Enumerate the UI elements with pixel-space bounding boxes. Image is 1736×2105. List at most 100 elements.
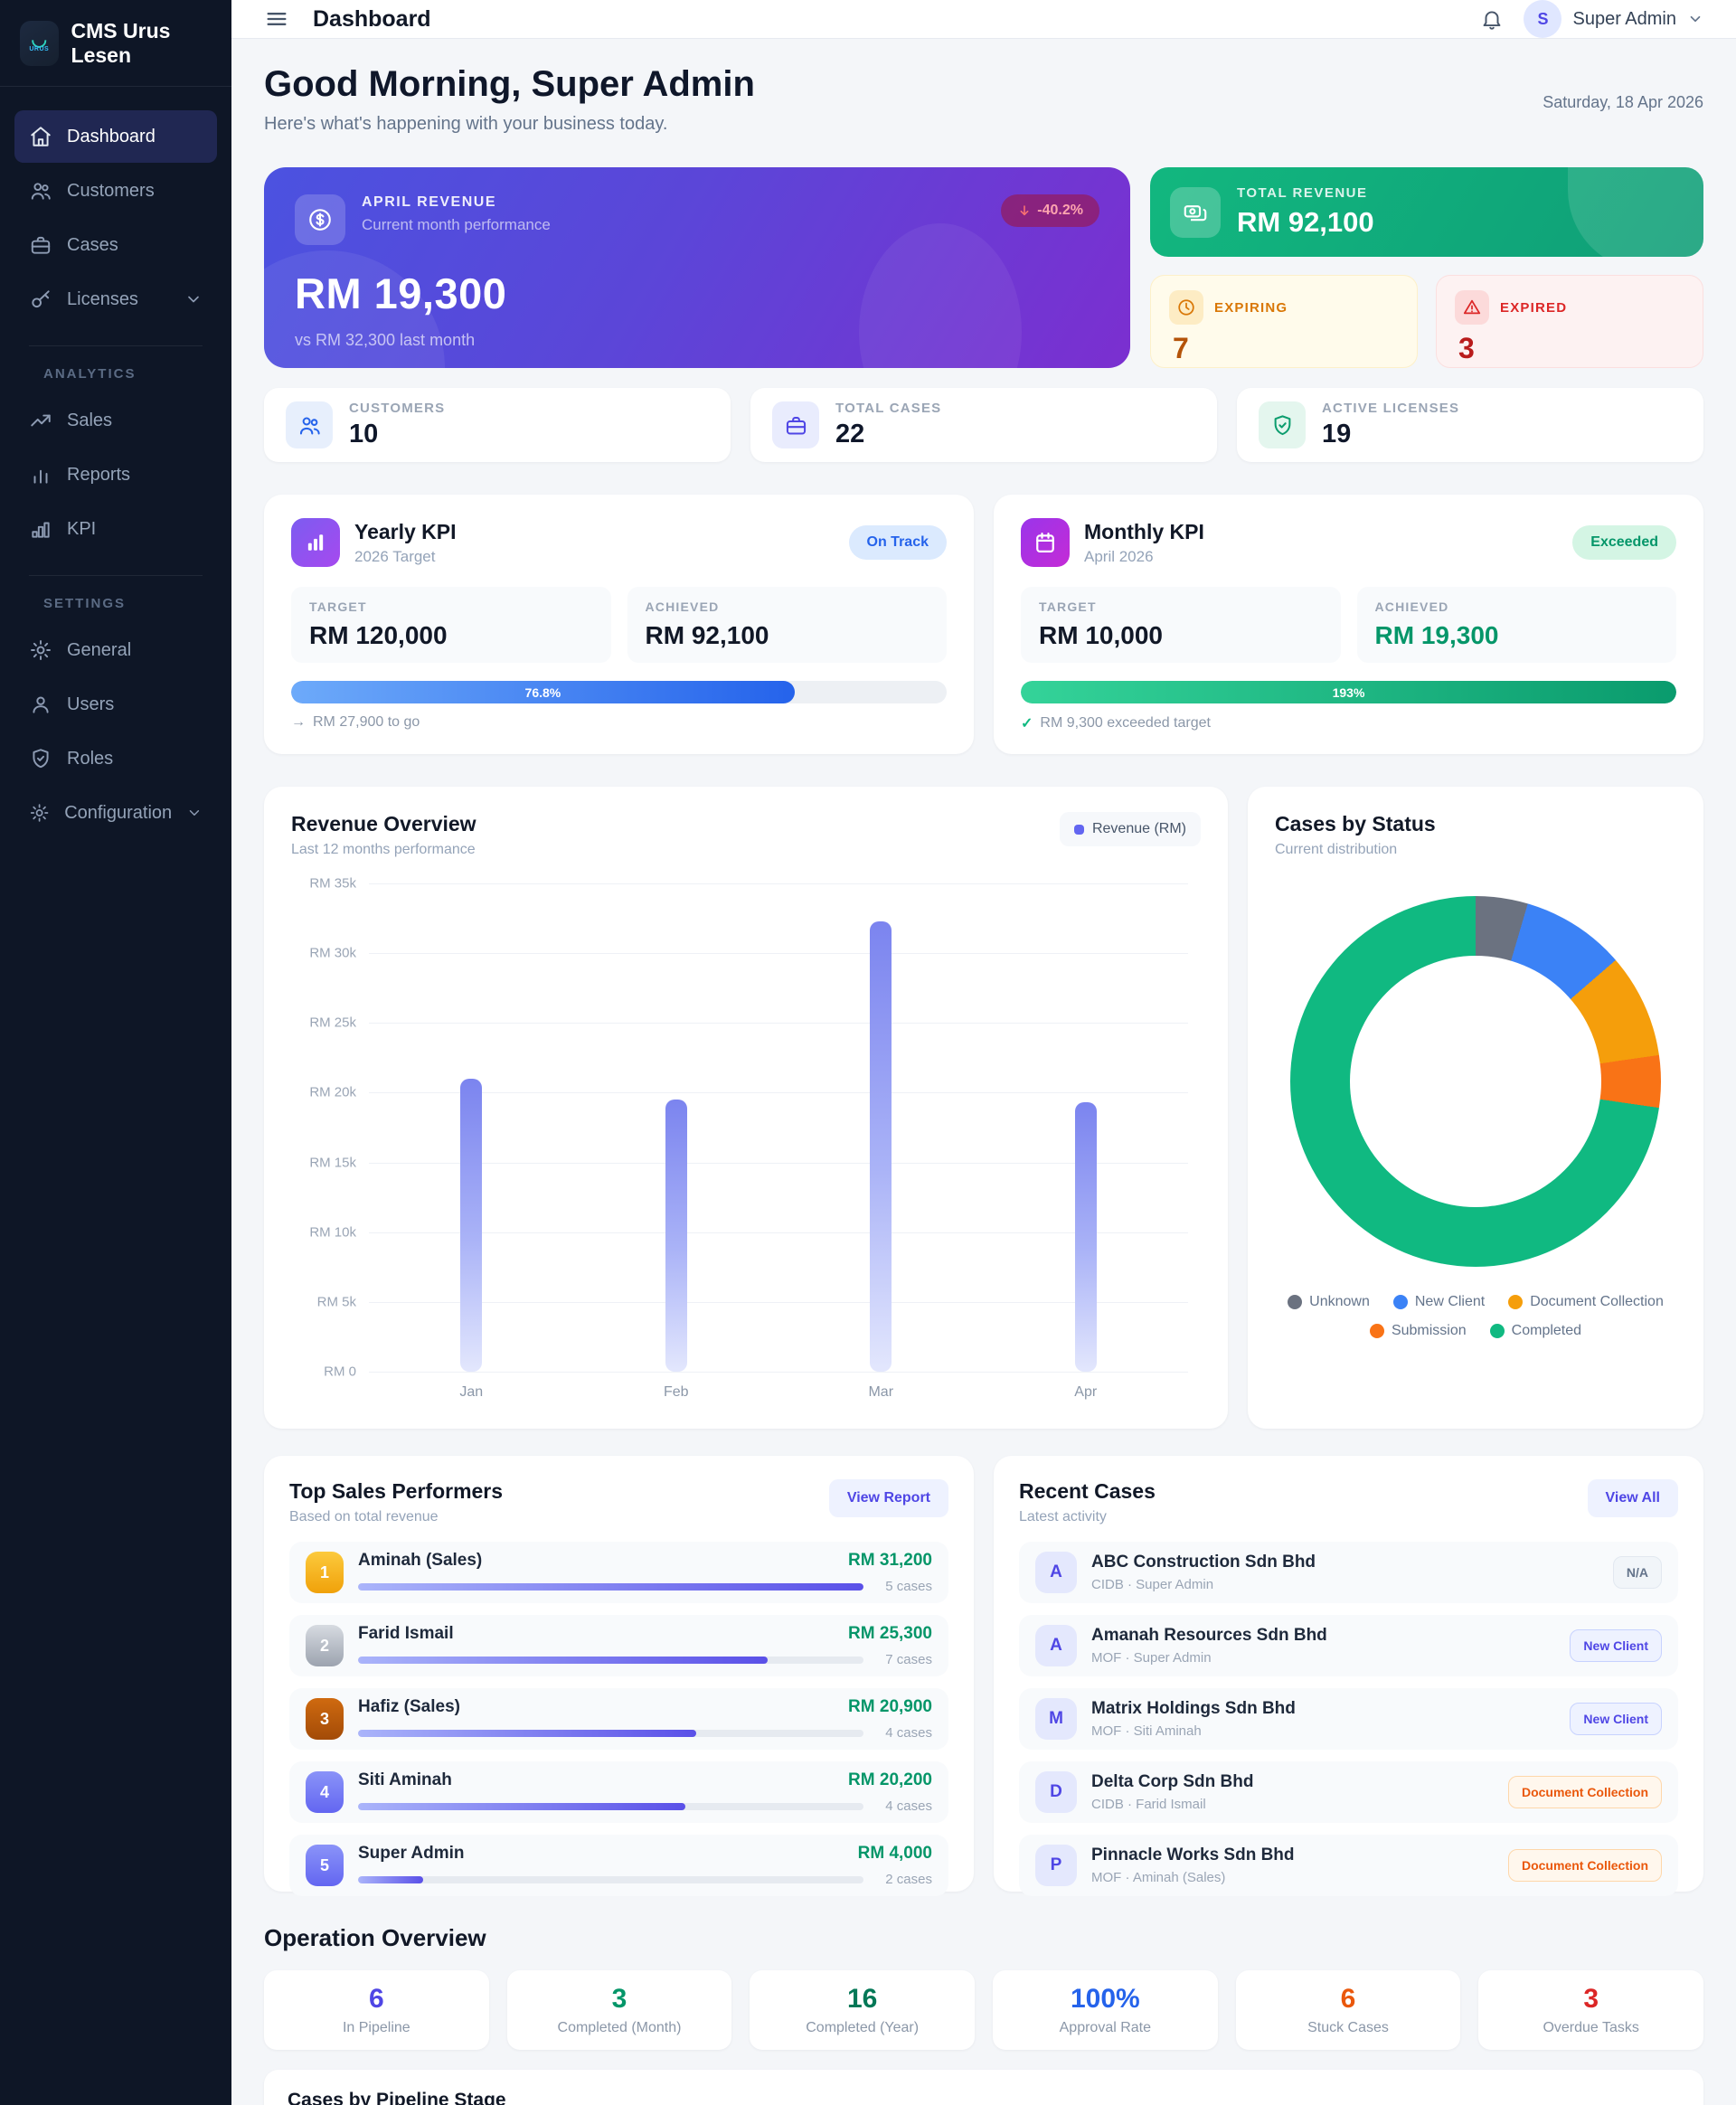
kpi-footnote: ✓ RM 9,300 exceeded target [1021, 715, 1211, 732]
sidebar: ◡ URUS CMS Urus Lesen Dashboard Customer… [0, 0, 231, 2105]
bar-mar[interactable] [870, 920, 892, 1372]
stat-label: CUSTOMERS [349, 401, 446, 416]
total-revenue-value: RM 92,100 [1237, 206, 1374, 238]
sidebar-item-roles[interactable]: Roles [14, 732, 217, 785]
avatar: S [1524, 0, 1562, 38]
case-avatar: P [1035, 1845, 1077, 1886]
list-subtitle: Based on total revenue [289, 1509, 439, 1524]
legend-dot [1073, 824, 1084, 835]
case-row[interactable]: M Matrix Holdings Sdn Bhd MOF · Siti Amin… [1019, 1688, 1678, 1750]
calendar-icon [1021, 518, 1070, 567]
y-tick: RM 35k [309, 875, 356, 892]
sidebar-item-kpi[interactable]: KPI [14, 503, 217, 555]
menu-icon[interactable] [264, 6, 289, 32]
bar-chart-icon [33, 469, 48, 484]
sidebar-item-reports[interactable]: Reports [14, 448, 217, 501]
achieved-value: RM 92,100 [645, 621, 769, 649]
april-revenue-sublabel: Current month performance [362, 216, 551, 233]
legend-item: New Client [1392, 1294, 1485, 1310]
y-tick: RM 5k [316, 1294, 356, 1310]
sidebar-item-cases[interactable]: Cases [14, 219, 217, 271]
yearly-progress-fill: 76.8% [291, 681, 795, 703]
performer-row: 1 Aminah (Sales) RM 31,200 5 cases [289, 1542, 948, 1603]
bar-jan[interactable] [460, 1079, 483, 1372]
total-revenue-card: TOTAL REVENUE RM 92,100 [1150, 167, 1703, 257]
sidebar-nav: Dashboard Customers Cases Licenses ANALY… [0, 87, 231, 841]
april-revenue-value: RM 19,300 [295, 269, 507, 317]
user-icon [33, 696, 49, 713]
chevron-down-icon [1690, 15, 1701, 23]
case-row[interactable]: A ABC Construction Sdn Bhd CIDB · Super A… [1019, 1542, 1678, 1603]
x-label: Feb [663, 1384, 689, 1400]
performer-row: 3 Hafiz (Sales) RM 20,900 4 cases [289, 1688, 948, 1750]
achieved-box: ACHIEVED RM 19,300 [1356, 587, 1676, 663]
ops-card-stuck-cases: 6 Stuck Cases [1235, 1970, 1461, 2050]
case-status-badge: Document Collection [1507, 1776, 1662, 1808]
view-all-button[interactable]: View All [1587, 1479, 1678, 1517]
view-report-button[interactable]: View Report [828, 1479, 948, 1517]
y-tick: RM 30k [309, 945, 356, 961]
bar-feb[interactable] [665, 1100, 687, 1372]
sidebar-item-general[interactable]: General [14, 624, 217, 676]
briefcase-icon [31, 236, 51, 254]
april-revenue-label: APRIL REVENUE [362, 194, 497, 210]
expiring-card: EXPIRING 7 [1150, 275, 1418, 368]
case-row[interactable]: D Delta Corp Sdn Bhd CIDB · Farid Ismail … [1019, 1761, 1678, 1823]
status-badge: Exceeded [1572, 525, 1676, 560]
sidebar-item-licenses[interactable]: Licenses [14, 273, 217, 326]
shield-check-icon [1259, 401, 1306, 448]
ops-card-completed-year: 16 Completed (Year) [750, 1970, 975, 2050]
user-menu[interactable]: S Super Admin [1524, 0, 1703, 38]
sidebar-item-customers[interactable]: Customers [14, 165, 217, 217]
chart-subtitle: Last 12 months performance [291, 842, 476, 857]
rank-badge: 2 [306, 1625, 344, 1666]
bell-icon[interactable] [1480, 7, 1504, 31]
y-tick: RM 20k [309, 1084, 356, 1100]
current-date: Saturday, 18 Apr 2026 [1543, 93, 1703, 111]
case-status-badge: New Client [1570, 1703, 1662, 1735]
brand: ◡ URUS CMS Urus Lesen [0, 0, 231, 87]
cases-donut[interactable] [1290, 896, 1661, 1267]
chart-title: Cases by Status [1275, 812, 1436, 835]
rank-badge: 4 [306, 1771, 344, 1813]
nav-section-analytics: ANALYTICS [43, 366, 137, 382]
app-logo: ◡ URUS [20, 20, 59, 66]
case-avatar: A [1035, 1552, 1077, 1593]
case-avatar: A [1035, 1625, 1077, 1666]
chart-subtitle: Current distribution [1275, 842, 1398, 857]
case-row[interactable]: A Amanah Resources Sdn Bhd MOF · Super Ad… [1019, 1615, 1678, 1676]
briefcase-icon [772, 401, 819, 448]
status-badge: On Track [848, 525, 947, 560]
achieved-value: RM 19,300 [1374, 621, 1499, 649]
list-title: Top Sales Performers [289, 1479, 504, 1503]
sidebar-item-sales[interactable]: Sales [14, 394, 217, 447]
sidebar-item-users[interactable]: Users [14, 678, 217, 731]
legend-item: Document Collection [1508, 1294, 1664, 1310]
ops-card-overdue-tasks: 3 Overdue Tasks [1478, 1970, 1703, 2050]
revenue-overview-card: Revenue Overview Last 12 months performa… [264, 787, 1228, 1429]
x-label: Mar [868, 1384, 894, 1400]
clock-icon [1169, 290, 1203, 325]
ops-card-completed-month: 3 Completed (Month) [506, 1970, 732, 2050]
gear-icon [30, 804, 49, 822]
pipeline-title: Cases by Pipeline Stage [288, 2090, 506, 2105]
achieved-box: ACHIEVED RM 92,100 [627, 587, 947, 663]
chevron-down-icon [188, 296, 199, 303]
expired-card: EXPIRED 3 [1436, 275, 1703, 368]
ops-card-approval-rate: 100% Approval Rate [993, 1970, 1218, 2050]
gear-icon [31, 640, 51, 660]
sidebar-item-dashboard[interactable]: Dashboard [14, 110, 217, 163]
expired-label: EXPIRED [1500, 299, 1568, 316]
expiring-value: 7 [1173, 332, 1189, 364]
app-title: CMS Urus Lesen [71, 18, 171, 67]
revenue-change-badge: -40.2% [1001, 194, 1099, 227]
user-name: Super Admin [1572, 8, 1676, 29]
target-value: RM 120,000 [309, 621, 448, 649]
bar-apr[interactable] [1074, 1102, 1097, 1372]
arrow-right-icon: → [291, 714, 306, 730]
case-row[interactable]: P Pinnacle Works Sdn Bhd MOF · Aminah (Sa… [1019, 1835, 1678, 1896]
case-status-badge: N/A [1612, 1556, 1662, 1589]
sidebar-item-configuration[interactable]: Configuration [14, 787, 217, 839]
nav-section-settings: SETTINGS [43, 596, 127, 611]
legend-item: Unknown [1288, 1294, 1370, 1310]
